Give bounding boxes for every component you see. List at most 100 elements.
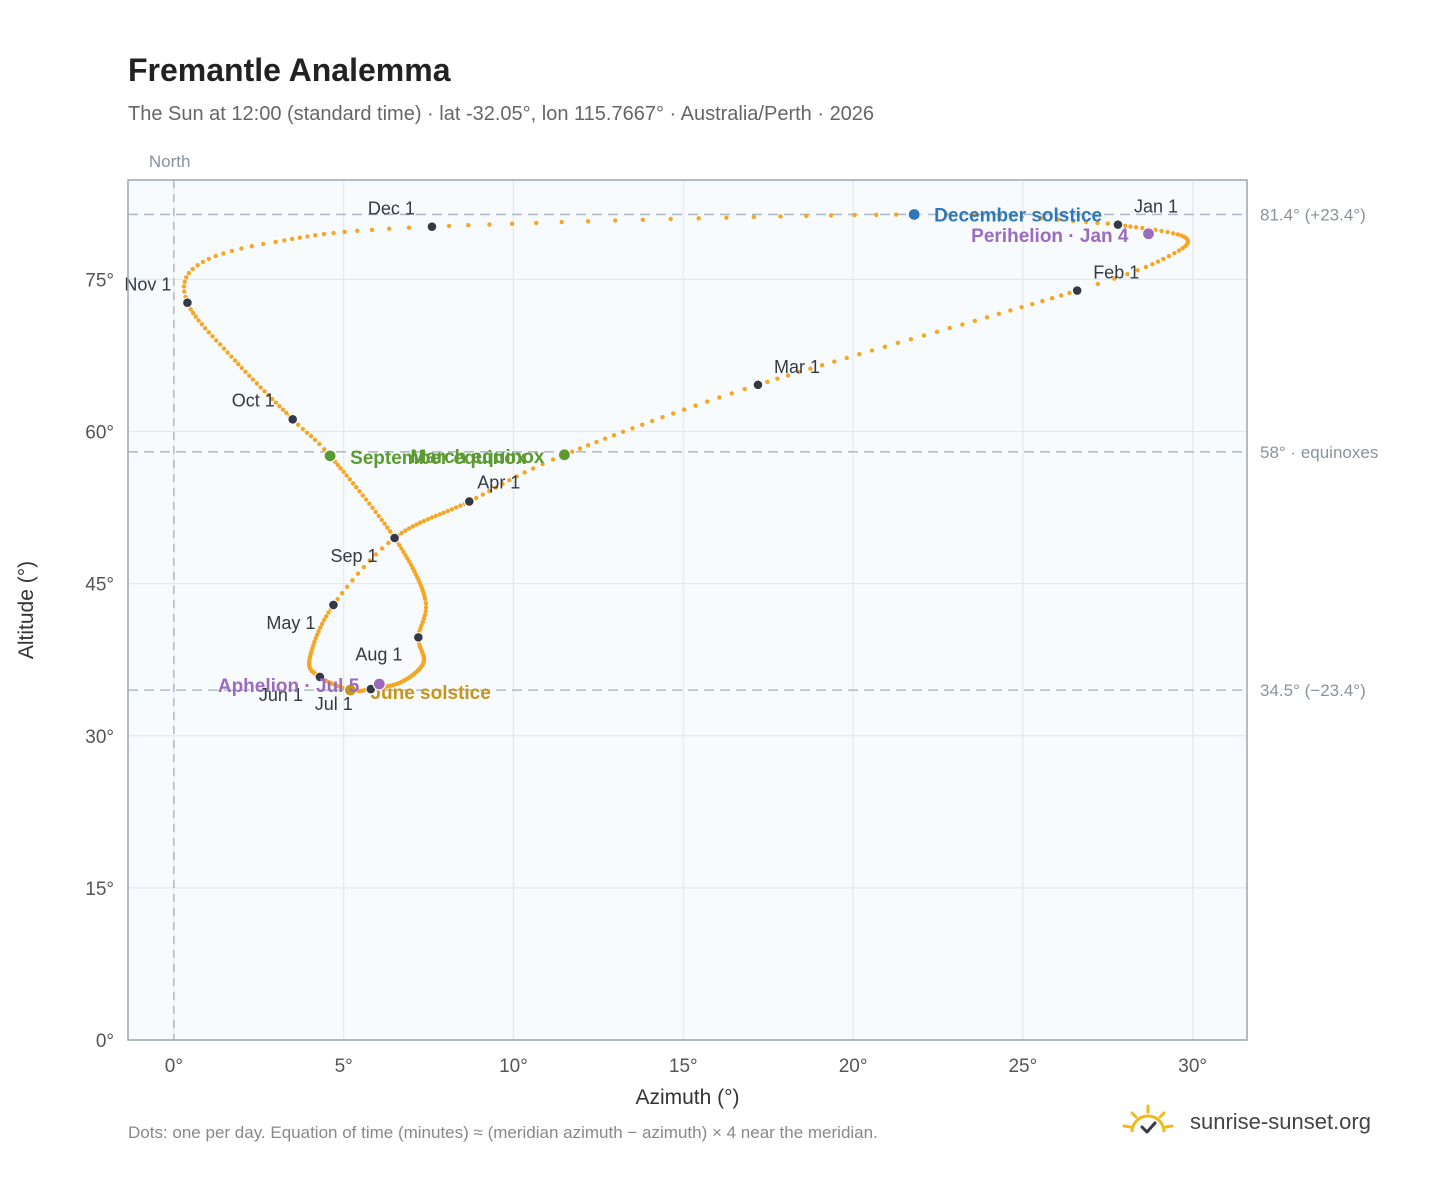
- daily-dot: [997, 213, 1002, 219]
- event-label: December solstice: [934, 205, 1102, 226]
- daily-dot: [857, 352, 862, 357]
- month-label: Nov 1: [124, 275, 171, 295]
- month-label: Aug 1: [355, 644, 402, 664]
- y-tick-label: 60°: [85, 423, 114, 444]
- daily-dot: [1135, 268, 1140, 273]
- daily-dot: [355, 228, 360, 233]
- daily-dot: [190, 310, 196, 316]
- daily-dot: [514, 474, 519, 479]
- daily-dot: [1165, 229, 1170, 235]
- daily-dot: [321, 231, 327, 237]
- daily-dot: [206, 330, 211, 335]
- daily-dot: [344, 584, 350, 589]
- daily-dot: [1038, 216, 1044, 221]
- daily-dot: [401, 549, 406, 555]
- daily-dot: [820, 363, 825, 368]
- daily-dot: [214, 338, 219, 343]
- daily-dot: [594, 439, 599, 445]
- daily-dot: [1166, 253, 1172, 259]
- daily-dot: [972, 318, 977, 323]
- daily-dot: [195, 263, 200, 268]
- daily-dot: [742, 386, 747, 392]
- daily-dot: [319, 621, 325, 627]
- daily-dot: [441, 510, 446, 515]
- event-label: Aphelion · Jul 5: [218, 676, 360, 697]
- daily-dot: [804, 213, 809, 219]
- daily-dot: [370, 505, 375, 510]
- daily-dot: [1180, 246, 1185, 251]
- plot-frame: [127, 179, 1248, 1041]
- daily-dot: [186, 270, 192, 276]
- daily-dot: [569, 449, 575, 454]
- daily-dot: [193, 314, 198, 319]
- daily-dot: [316, 629, 321, 634]
- daily-dot: [290, 236, 295, 242]
- daily-dot: [305, 234, 310, 239]
- daily-dot: [693, 403, 698, 408]
- daily-dot: [354, 485, 359, 490]
- month-label: Jul 1: [315, 694, 353, 714]
- daily-dot: [406, 225, 412, 230]
- daily-dot: [696, 216, 701, 221]
- daily-dot: [1095, 220, 1100, 226]
- daily-dot: [984, 315, 990, 320]
- daily-dot: [996, 311, 1002, 316]
- daily-dot: [190, 266, 195, 272]
- daily-dot: [273, 239, 278, 245]
- daily-dot: [1176, 248, 1182, 253]
- daily-dot: [1143, 264, 1149, 270]
- daily-dot: [425, 517, 431, 522]
- footnote: Dots: one per day. Equation of time (min…: [128, 1123, 878, 1142]
- daily-dot: [313, 233, 318, 238]
- daily-dot: [423, 609, 428, 614]
- daily-dot: [203, 326, 208, 331]
- daily-dot: [682, 407, 687, 412]
- y-tick-label: 0°: [96, 1031, 114, 1052]
- daily-dot: [559, 219, 564, 225]
- month-label: May 1: [266, 613, 315, 633]
- daily-dot: [296, 422, 301, 427]
- daily-dot: [355, 571, 361, 576]
- daily-dot: [832, 359, 837, 364]
- y-tick-label: 15°: [85, 879, 114, 900]
- daily-dot: [182, 279, 187, 284]
- daily-dot: [361, 564, 366, 570]
- month-marker: [752, 379, 764, 391]
- daily-dot: [1175, 232, 1181, 237]
- daily-dot: [350, 481, 356, 486]
- daily-dot: [1140, 225, 1145, 231]
- daily-dot: [421, 616, 427, 621]
- page-subtitle: The Sun at 12:00 (standard time) · lat -…: [128, 103, 875, 125]
- daily-dot: [188, 307, 193, 312]
- daily-dot: [236, 362, 241, 367]
- daily-dot: [414, 522, 419, 527]
- daily-dot: [947, 325, 952, 331]
- x-tick-label: 15°: [669, 1056, 698, 1077]
- month-marker: [464, 496, 475, 507]
- daily-dot: [454, 505, 459, 510]
- daily-dot: [474, 495, 479, 501]
- month-marker: [426, 221, 438, 232]
- daily-dot: [387, 529, 393, 534]
- brand[interactable]: sunrise-sunset.org: [1120, 1102, 1371, 1142]
- daily-dot: [407, 559, 412, 564]
- daily-dot: [229, 248, 235, 254]
- daily-dot: [322, 447, 327, 452]
- daily-dot: [507, 478, 512, 483]
- reference-line-label: 81.4° (+23.4°): [1260, 205, 1366, 224]
- daily-dot: [312, 437, 318, 442]
- daily-dot: [908, 337, 914, 342]
- page-title: Fremantle Analemma: [128, 52, 451, 88]
- daily-dot: [550, 457, 556, 462]
- daily-dot: [250, 377, 256, 382]
- daily-dot: [243, 369, 248, 374]
- event-marker: [907, 207, 921, 222]
- daily-dot: [419, 623, 424, 628]
- brand-name: sunrise-sunset.org: [1190, 1109, 1371, 1134]
- y-tick-label: 45°: [85, 575, 114, 596]
- daily-dot: [1019, 214, 1024, 220]
- daily-dot: [206, 256, 212, 262]
- month-marker: [314, 671, 326, 683]
- daily-dot: [314, 632, 320, 637]
- daily-dot: [338, 466, 343, 471]
